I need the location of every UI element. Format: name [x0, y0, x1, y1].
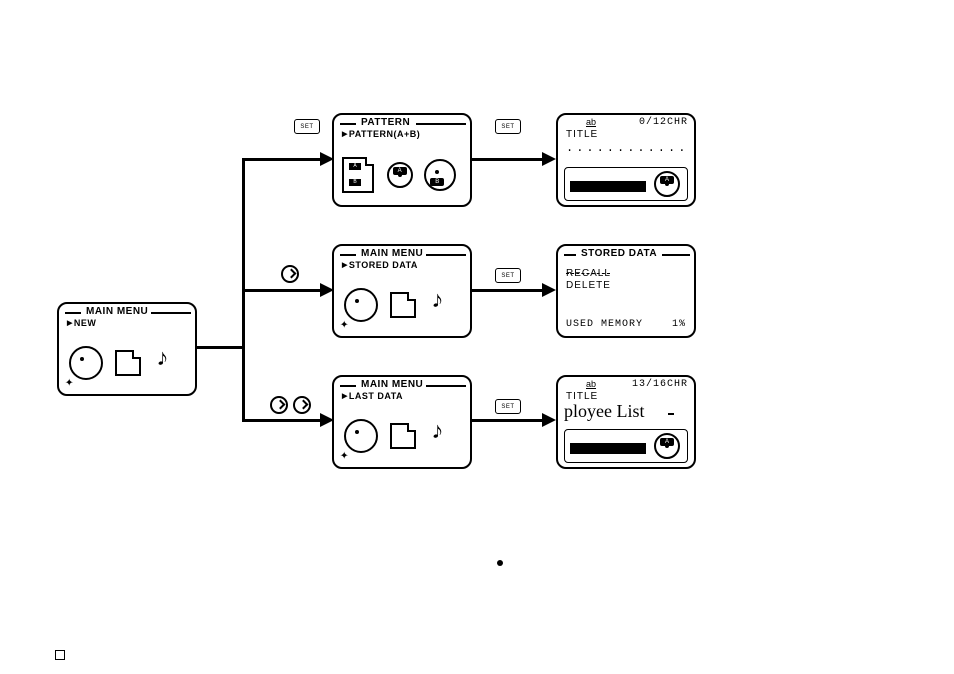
preview-bar: [570, 181, 646, 192]
set-button[interactable]: SET: [495, 268, 521, 283]
screen-pattern: PATTERN PATTERN(A+B) A B A B: [332, 113, 472, 207]
disc-label: A: [660, 438, 674, 446]
header-rule: [416, 123, 466, 125]
cursor: [668, 413, 674, 415]
icon-row: ✦: [69, 346, 175, 380]
selected-item: STORED DATA: [342, 260, 418, 270]
icon-row: ✦: [344, 288, 450, 322]
selected-item: NEW: [67, 318, 96, 328]
set-button[interactable]: SET: [495, 119, 521, 134]
used-memory-label: USED MEMORY: [566, 319, 643, 330]
screen-title-entry: ab 0/12CHR TITLE ............ A: [556, 113, 696, 207]
arrowhead-icon: [542, 413, 556, 427]
header-rule: [426, 254, 466, 256]
screen-main-menu-new: MAIN MENU NEW ✦: [57, 302, 197, 396]
connector: [242, 419, 323, 422]
connector: [471, 419, 545, 422]
music-note-icon: [153, 350, 175, 376]
sparkle-icon: ✦: [65, 374, 73, 391]
floppy-icon: [115, 350, 141, 376]
screen-header: MAIN MENU: [358, 248, 426, 259]
selected-item: LAST DATA: [342, 391, 403, 401]
screen-header: MAIN MENU: [83, 306, 151, 317]
disc-label: B: [430, 178, 444, 186]
header-rule: [65, 312, 81, 314]
floppy-icon: [390, 423, 416, 449]
disc-icon: B: [424, 159, 456, 191]
floppy-icon: [390, 292, 416, 318]
menu-item-recall[interactable]: RECALL: [566, 268, 611, 279]
floppy-label: A: [349, 163, 361, 170]
used-memory-value: 1%: [672, 319, 686, 330]
arrowhead-icon: [542, 152, 556, 166]
stray-dot: [497, 560, 503, 566]
set-button[interactable]: SET: [294, 119, 320, 134]
header-rule: [340, 123, 356, 125]
next-button[interactable]: [293, 396, 311, 414]
next-button[interactable]: [270, 396, 288, 414]
screen-header: PATTERN: [358, 117, 413, 128]
char-counter: 0/12CHR: [639, 117, 688, 128]
screen-main-menu-stored: MAIN MENU STORED DATA ✦: [332, 244, 472, 338]
header-rule: [340, 385, 356, 387]
disc-icon: [344, 419, 378, 453]
connector: [242, 158, 323, 161]
floppy-label: B: [349, 179, 361, 186]
screen-header: MAIN MENU: [358, 379, 426, 390]
header-rule: [564, 254, 576, 256]
header-rule: [340, 254, 356, 256]
arrowhead-icon: [542, 283, 556, 297]
selected-item: PATTERN(A+B): [342, 129, 420, 139]
ab-mode-label: ab: [586, 117, 596, 127]
sparkle-icon: ✦: [340, 447, 348, 464]
disc-icon: [344, 288, 378, 322]
connector: [471, 158, 545, 161]
header-rule: [662, 254, 690, 256]
title-label: TITLE: [566, 129, 598, 140]
disc-label: A: [393, 167, 407, 175]
header-rule: [426, 385, 466, 387]
icon-row: ✦: [344, 419, 450, 453]
sparkle-icon: ✦: [340, 316, 348, 333]
set-button[interactable]: SET: [495, 399, 521, 414]
ab-mode-label: ab: [586, 379, 596, 389]
title-text: ployee List: [564, 401, 644, 422]
screen-header: STORED DATA: [578, 248, 660, 259]
disc-icon: A: [654, 433, 680, 459]
music-note-icon: [428, 423, 450, 449]
disc-icon: A: [387, 162, 413, 188]
music-note-icon: [428, 292, 450, 318]
stray-square: [55, 650, 65, 660]
connector: [471, 289, 545, 292]
menu-item-delete[interactable]: DELETE: [566, 280, 611, 291]
screen-title-display: ab 13/16CHR TITLE ployee List A: [556, 375, 696, 469]
disc-icon: [69, 346, 103, 380]
title-dots: ............: [566, 141, 688, 155]
connector: [195, 346, 245, 349]
connector: [242, 289, 323, 292]
floppy-icon: A B: [342, 157, 374, 193]
header-rule: [151, 312, 191, 314]
disc-icon: A: [654, 171, 680, 197]
char-counter: 13/16CHR: [632, 379, 688, 390]
next-button[interactable]: [281, 265, 299, 283]
disc-label: A: [660, 176, 674, 184]
flow-diagram: SET SET SET SET MAIN MENU NEW ✦ PATTERN …: [0, 0, 954, 674]
screen-stored-data: STORED DATA RECALL DELETE USED MEMORY 1%: [556, 244, 696, 338]
preview-bar: [570, 443, 646, 454]
icon-row: A B A B: [342, 157, 458, 193]
screen-main-menu-last: MAIN MENU LAST DATA ✦: [332, 375, 472, 469]
